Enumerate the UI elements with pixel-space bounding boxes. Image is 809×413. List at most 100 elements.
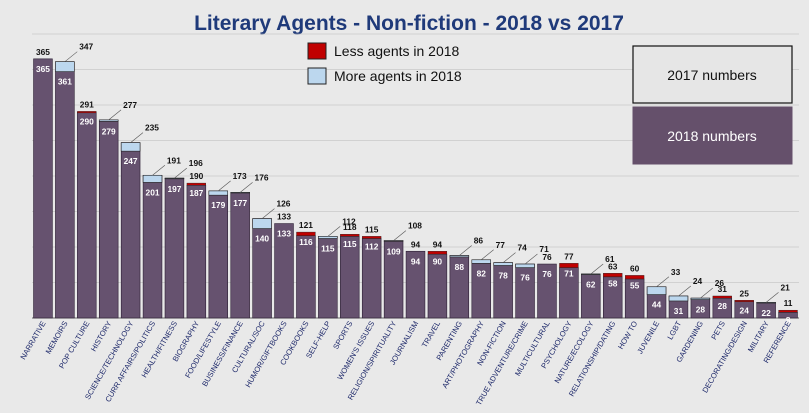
label-2017: 121 — [299, 220, 313, 230]
label-2018: 179 — [211, 200, 225, 210]
label-2018: 115 — [343, 239, 357, 249]
bar-less-segment — [625, 275, 645, 280]
label-2018: 109 — [387, 246, 401, 256]
label-2017: 71 — [539, 244, 549, 254]
label-2018: 8 — [786, 315, 791, 325]
label-leader-line — [130, 132, 144, 143]
bar-more-segment — [142, 174, 163, 183]
category-label: HISTORY — [89, 320, 114, 353]
bar-less-segment — [186, 182, 206, 186]
category-label: TRAVEL — [420, 320, 442, 350]
label-2018: 28 — [718, 301, 728, 311]
label-leader-line — [327, 226, 341, 237]
bar-less-segment — [734, 300, 754, 302]
label-leader-line — [590, 263, 604, 275]
label-2017: 365 — [36, 47, 50, 57]
label-2017: 196 — [189, 158, 203, 168]
legend: Less agents in 2018 More agents in 2018 — [307, 42, 462, 85]
bar-more-segment — [252, 218, 272, 229]
label-leader-line — [700, 287, 713, 299]
bar-more-segment — [318, 236, 338, 239]
bar-2018 — [55, 61, 75, 319]
bar-more-segment — [690, 297, 711, 300]
label-leader-line — [656, 276, 670, 287]
label-leader-line — [459, 245, 472, 256]
label-leader-line — [64, 51, 78, 62]
label-2018: 140 — [255, 234, 269, 244]
label-2018: 82 — [477, 268, 487, 278]
bar-more-segment — [98, 119, 119, 122]
label-2017: 115 — [365, 224, 379, 234]
legend-box-2017-label: 2017 numbers — [667, 67, 757, 83]
label-2018: 133 — [277, 229, 291, 239]
label-leader-line — [261, 208, 275, 219]
label-2018: 44 — [652, 300, 662, 310]
bar-less-segment — [427, 251, 448, 255]
legend-more-swatch — [307, 67, 327, 85]
label-2018: 78 — [498, 270, 508, 280]
legend-box-2018-label: 2018 numbers — [667, 128, 757, 144]
label-2017: 31 — [718, 284, 728, 294]
bar-2018 — [405, 250, 426, 319]
bar-more-segment — [756, 302, 776, 304]
bar-less-segment — [362, 236, 382, 239]
bar-more-segment — [230, 192, 250, 194]
bar-more-segment — [208, 190, 228, 196]
label-2017: 277 — [123, 100, 137, 110]
bar-more-segment — [449, 255, 470, 258]
bar-less-segment — [603, 273, 623, 278]
bar-less-segment — [778, 309, 798, 313]
label-leader-line — [678, 285, 692, 297]
bar-less-segment — [340, 234, 360, 237]
label-2017: 94 — [433, 239, 443, 249]
label-2017: 60 — [630, 263, 640, 273]
label-2018: 177 — [233, 198, 247, 208]
label-2018: 201 — [146, 187, 160, 197]
bar-less-segment — [712, 295, 732, 299]
bar-more-segment — [515, 263, 535, 268]
bar-2018 — [33, 58, 53, 319]
bar-more-segment — [164, 177, 185, 180]
category-label: DECORATING/DESIGN — [701, 320, 749, 395]
label-2017: 86 — [474, 236, 484, 246]
bar-2018 — [164, 177, 185, 319]
label-2018: 361 — [58, 77, 72, 87]
bar-2018 — [274, 223, 294, 319]
label-2017: 77 — [496, 240, 506, 250]
category-label: LGBT — [665, 319, 683, 341]
bar-2018 — [77, 111, 97, 319]
label-leader-line — [502, 252, 516, 263]
label-2017: 190 — [189, 171, 203, 181]
label-2018: 94 — [411, 256, 421, 266]
label-2018: 76 — [520, 273, 530, 283]
label-2018: 31 — [674, 306, 684, 316]
label-2018: 116 — [299, 237, 313, 247]
label-leader-line — [524, 253, 538, 265]
label-2017: 21 — [780, 282, 790, 292]
label-leader-line — [765, 292, 779, 303]
label-2017: 133 — [277, 212, 291, 222]
bar-more-segment — [383, 240, 404, 242]
bar-more-segment — [55, 61, 75, 72]
label-2018: 197 — [167, 184, 181, 194]
bar-less-segment — [559, 263, 579, 268]
label-2017: 74 — [518, 243, 528, 253]
legend-less-label: Less agents in 2018 — [334, 43, 460, 59]
bar-2018 — [98, 119, 119, 319]
bar-more-segment — [120, 142, 141, 152]
label-2017: 11 — [784, 298, 793, 308]
bars — [33, 58, 798, 319]
label-2017: 176 — [255, 172, 269, 182]
legend-box-2018: 2018 numbers — [632, 106, 793, 165]
label-2018: 71 — [564, 268, 574, 278]
bar-less-segment — [296, 231, 316, 236]
label-2017: 173 — [233, 171, 247, 181]
label-2018: 88 — [455, 262, 465, 272]
label-2018: 28 — [696, 305, 706, 315]
chart-title: Literary Agents - Non-fiction - 2018 vs … — [194, 12, 624, 35]
label-2018: 112 — [365, 241, 379, 251]
bar-more-segment — [471, 259, 491, 264]
label-2018: 115 — [321, 243, 335, 253]
category-label: NARRATIVE — [18, 320, 47, 362]
